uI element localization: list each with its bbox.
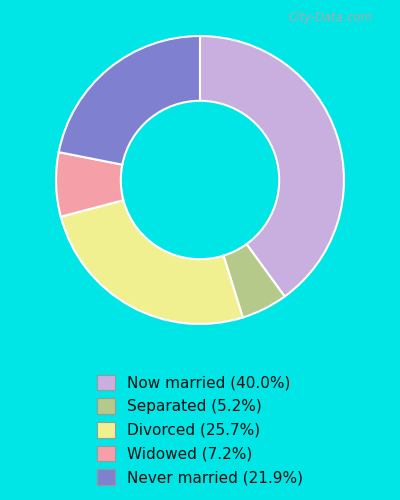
Text: City-Data.com: City-Data.com [289,11,373,24]
Wedge shape [200,36,344,296]
Wedge shape [61,200,243,324]
Wedge shape [224,244,285,318]
Wedge shape [56,152,124,216]
Legend: Now married (40.0%), Separated (5.2%), Divorced (25.7%), Widowed (7.2%), Never m: Now married (40.0%), Separated (5.2%), D… [89,367,311,493]
Wedge shape [59,36,200,164]
